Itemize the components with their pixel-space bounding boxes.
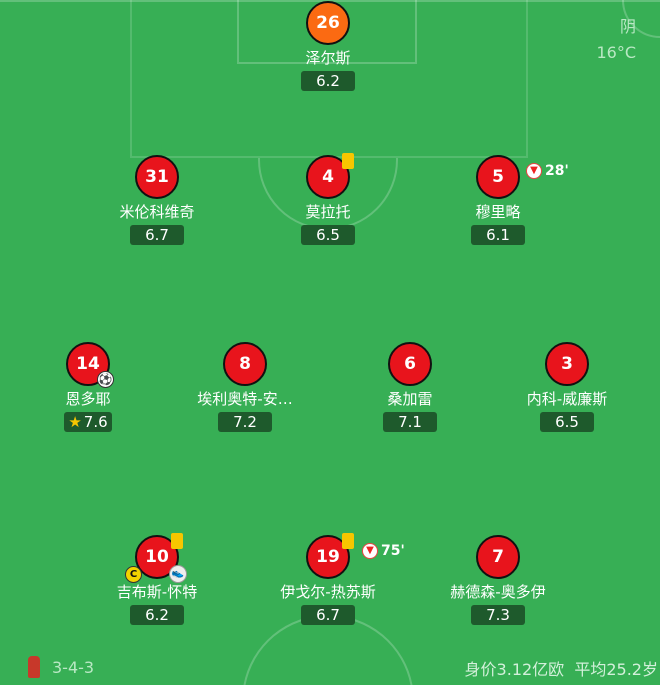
player-card[interactable]: 7 赫德森-奥多伊 7.3 bbox=[418, 535, 578, 625]
player-card[interactable]: 8 埃利奥特-安… 7.2 bbox=[165, 342, 325, 432]
player-number: 19 ▼ 75' bbox=[306, 533, 405, 579]
player-card[interactable]: 10 C 👟 吉布斯-怀特 6.2 bbox=[77, 533, 237, 625]
weather-temperature: 16°C bbox=[596, 43, 636, 62]
player-number: 8 bbox=[223, 342, 267, 386]
substitution: ▼ 28' bbox=[526, 151, 569, 191]
player-number: 31 bbox=[135, 155, 179, 199]
player-card[interactable]: 4 莫拉托 6.5 bbox=[248, 153, 408, 245]
player-name: 伊戈尔-热苏斯 bbox=[280, 583, 376, 601]
player-rating: 6.1 bbox=[471, 225, 525, 245]
player-number: 6 bbox=[388, 342, 432, 386]
player-name: 吉布斯-怀特 bbox=[116, 583, 198, 601]
yellow-card-icon bbox=[342, 153, 354, 169]
weather-condition: 阴 bbox=[619, 17, 636, 36]
player-name: 米伦科维奇 bbox=[119, 203, 195, 221]
formation: 3-4-3 bbox=[52, 657, 95, 677]
sub-minute: 28' bbox=[545, 163, 569, 179]
goal-area bbox=[237, 0, 417, 64]
player-name: 泽尔斯 bbox=[305, 49, 351, 67]
player-rating: 6.5 bbox=[540, 412, 594, 432]
market-value: 身价3.12亿欧 bbox=[464, 660, 565, 679]
player-name: 莫拉托 bbox=[305, 203, 351, 221]
goal-ball-icon: ⚽ bbox=[97, 371, 114, 388]
best-player-star-icon: ★ bbox=[68, 413, 82, 431]
substitution: ▼ 75' bbox=[362, 531, 405, 571]
player-rating: 7.1 bbox=[383, 412, 437, 432]
average-age: 平均25.2岁 bbox=[574, 660, 658, 679]
player-rating: 6.7 bbox=[301, 605, 355, 625]
sub-minute: 75' bbox=[381, 543, 405, 559]
player-card[interactable]: 31 米伦科维奇 6.7 bbox=[77, 155, 237, 245]
player-number: 10 C 👟 bbox=[125, 533, 187, 583]
club-crest-icon bbox=[28, 656, 40, 678]
player-rating: ★ 7.6 bbox=[64, 412, 112, 432]
player-rating: 6.5 bbox=[301, 225, 355, 245]
player-number: 26 bbox=[306, 1, 350, 45]
player-rating: 6.7 bbox=[130, 225, 184, 245]
player-number: 14 ⚽ bbox=[66, 342, 114, 388]
player-name: 赫德森-奥多伊 bbox=[450, 583, 546, 601]
sub-off-icon: ▼ bbox=[362, 543, 378, 559]
captain-icon: C bbox=[125, 566, 142, 583]
player-rating: 7.3 bbox=[471, 605, 525, 625]
yellow-card-icon bbox=[171, 533, 183, 549]
player-rating: 7.2 bbox=[218, 412, 272, 432]
player-name: 内科-威廉斯 bbox=[526, 390, 608, 408]
player-card[interactable]: 6 桑加雷 7.1 bbox=[330, 342, 490, 432]
player-card[interactable]: 14 ⚽ 恩多耶 ★ 7.6 bbox=[8, 342, 168, 432]
player-rating: 6.2 bbox=[301, 71, 355, 91]
player-card[interactable]: 5 ▼ 28' 穆里略 6.1 bbox=[418, 155, 578, 245]
player-rating: 6.2 bbox=[130, 605, 184, 625]
team-stats: 身价3.12亿欧 平均25.2岁 bbox=[465, 656, 658, 680]
player-card[interactable]: 19 ▼ 75' 伊戈尔-热苏斯 6.7 bbox=[248, 533, 408, 625]
player-number: 4 bbox=[306, 153, 354, 199]
player-card[interactable]: 26 泽尔斯 6.2 bbox=[248, 1, 408, 91]
corner-arc bbox=[622, 0, 660, 38]
player-name: 穆里略 bbox=[475, 203, 521, 221]
assist-boot-icon: 👟 bbox=[169, 565, 187, 583]
player-name: 埃利奥特-安… bbox=[197, 390, 293, 408]
sub-off-icon: ▼ bbox=[526, 163, 542, 179]
player-name: 恩多耶 bbox=[65, 390, 111, 408]
player-number: 5 ▼ 28' bbox=[476, 155, 569, 199]
player-number: 3 bbox=[545, 342, 589, 386]
center-circle bbox=[243, 615, 413, 685]
player-card[interactable]: 3 内科-威廉斯 6.5 bbox=[487, 342, 647, 432]
player-name: 桑加雷 bbox=[387, 390, 433, 408]
player-number: 7 bbox=[476, 535, 520, 579]
formation-info: 3-4-3 bbox=[28, 656, 94, 678]
yellow-card-icon bbox=[342, 533, 354, 549]
weather-info: 阴 16°C bbox=[596, 14, 636, 66]
